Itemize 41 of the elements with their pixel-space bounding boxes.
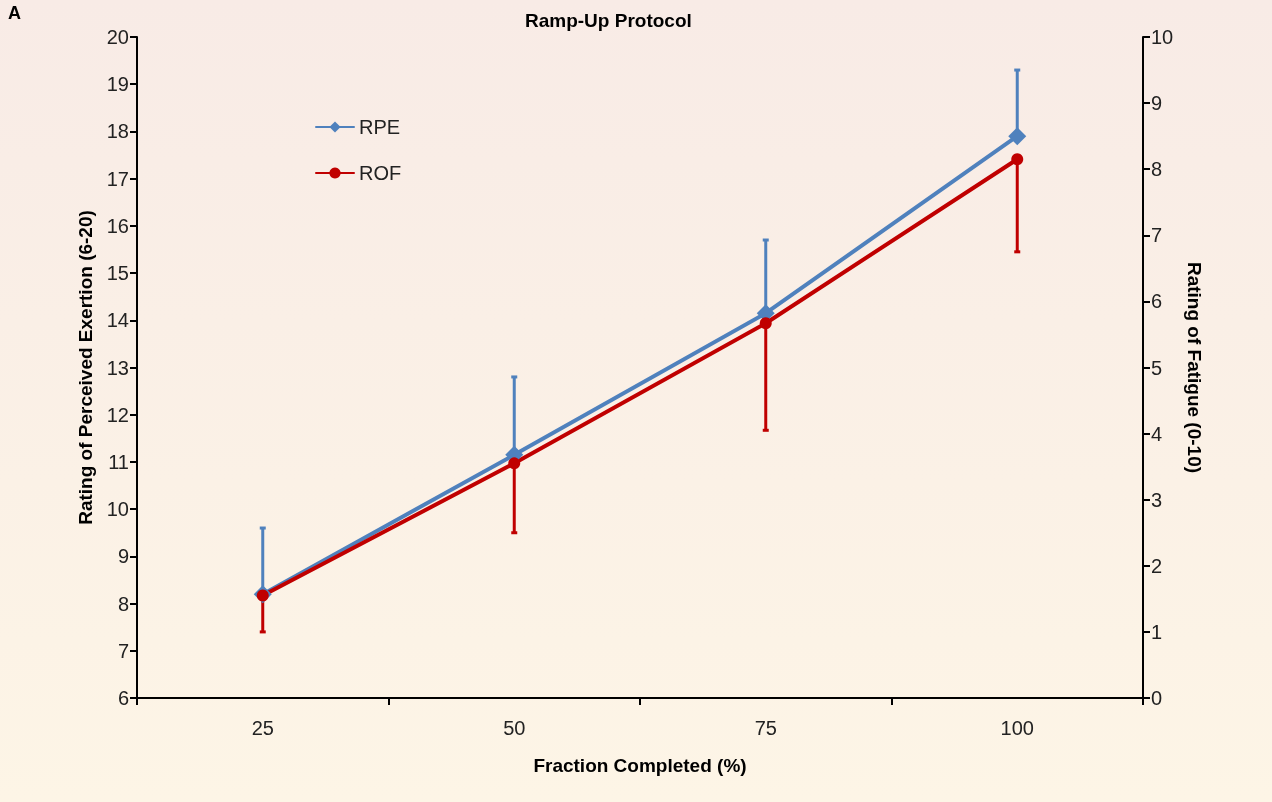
y-tick-label: 19 [106,73,129,96]
y2-axis-title: Rating of Fatigue (0-10) [1184,261,1205,474]
point [1011,153,1024,166]
y2-tick-label: 8 [1151,158,1163,181]
legend-label: ROF [359,162,402,184]
y-tick-label: 12 [106,403,129,426]
y-tick-label: 16 [106,214,129,237]
point [759,317,772,330]
y2-tick-label: 7 [1151,224,1163,247]
y-tick-label: 14 [106,309,129,332]
point [1008,127,1027,146]
y2-tick-label: 0 [1151,687,1163,709]
y2-tick-label: 4 [1151,422,1163,445]
y-tick-label: 11 [108,450,129,473]
y-tick-label: 7 [117,639,129,662]
x-axis-title: Fraction Completed (%) [533,755,747,776]
legend-label: RPE [359,116,401,138]
y2-tick-label: 9 [1151,92,1163,115]
y2-tick-label: 5 [1151,356,1163,379]
x-tick-label: 25 [251,717,274,739]
y-tick-label: 13 [106,356,129,379]
text: A [8,3,21,23]
y2-tick-label: 1 [1151,620,1163,643]
y2-tick-label: 6 [1151,290,1163,313]
y-tick-label: 20 [106,26,129,48]
y-tick-label: 6 [117,687,129,709]
x-tick-label: 50 [503,717,526,739]
y-tick-label: 8 [117,592,129,615]
y-tick-label: 18 [106,120,129,143]
y2-tick-label: 3 [1151,488,1163,511]
y-axis-title: Rating of Perceived Exertion (6-20) [75,210,96,525]
chart-title: Ramp-Up Protocol [525,10,692,31]
y2-tick-label: 10 [1151,26,1174,48]
y-tick-label: 10 [106,498,129,521]
x-tick-label: 100 [1000,717,1034,739]
y-tick-label: 15 [106,262,129,285]
y2-tick-label: 2 [1151,554,1163,577]
y-tick-label: 9 [117,545,129,568]
x-tick-label: 75 [754,717,777,739]
y-tick-label: 17 [106,167,129,190]
point [508,457,521,470]
